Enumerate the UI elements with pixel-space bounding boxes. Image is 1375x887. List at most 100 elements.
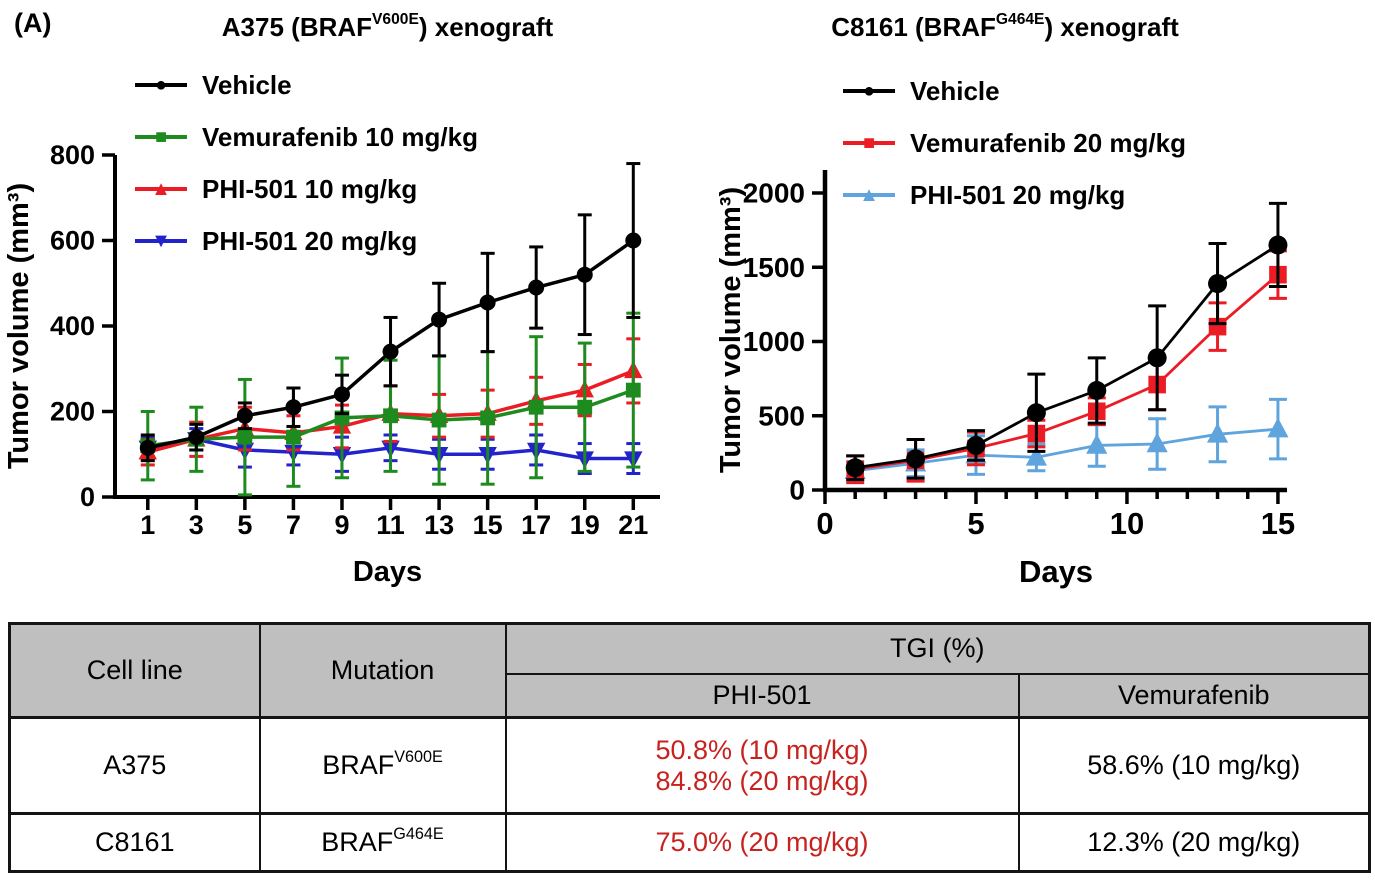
- legend-label: PHI-501 20 mg/kg: [910, 179, 1126, 210]
- legend-item-vehicle: ● Vehicle: [843, 75, 1186, 106]
- x-tick-label: 0: [816, 506, 833, 541]
- mutation-superscript: G464E: [393, 824, 444, 843]
- marker-triangle-up: [1206, 422, 1229, 443]
- legend-label: Vehicle: [202, 69, 292, 100]
- legend-item-phi501-10: ▲ PHI-501 10 mg/kg: [135, 173, 478, 204]
- legend-label: PHI-501 20 mg/kg: [202, 225, 418, 256]
- marker-triangle-up: [1267, 417, 1289, 438]
- square-marker-icon: ■: [843, 130, 895, 156]
- marker-circle: [285, 399, 302, 416]
- x-tick-label: 5: [237, 510, 252, 540]
- title-text: C8161 (BRAF: [831, 12, 996, 42]
- mutation-value: BRAFG464E: [258, 812, 507, 873]
- marker-circle: [1026, 403, 1046, 423]
- tgi-summary-table: Cell line Mutation TGI (%) PHI-501 Vemur…: [8, 622, 1371, 873]
- a375-chart-title: A375 (BRAFV600E) xenograft: [115, 11, 660, 43]
- x-tick-label: 11: [376, 510, 405, 540]
- legend-item-phi501-20: ▼ PHI-501 20 mg/kg: [135, 225, 478, 256]
- x-tick-label: 15: [1261, 506, 1295, 541]
- y-tick-label: 1000: [743, 326, 805, 357]
- marker-circle: [333, 386, 350, 403]
- x-tick-label: 1: [140, 510, 155, 540]
- legend-line: [135, 187, 187, 191]
- title-text: A375 (BRAF: [221, 12, 373, 42]
- phi501-tgi-value: 75.0% (20 mg/kg): [504, 812, 1020, 873]
- triangle-up-marker-icon: ▲: [843, 182, 895, 208]
- marker-circle: [1208, 274, 1228, 294]
- c8161-chart-title: C8161 (BRAFG464E) xenograft: [725, 11, 1285, 43]
- header-phi501: PHI-501: [504, 672, 1020, 719]
- marker-square: [577, 399, 593, 415]
- title-text: ) xenograft: [1044, 12, 1179, 42]
- legend-item-phi501-20: ▲ PHI-501 20 mg/kg: [843, 179, 1186, 210]
- header-vemurafenib: Vemurafenib: [1017, 672, 1371, 719]
- triangle-down-marker-icon: ▼: [135, 228, 187, 254]
- a375-legend: ● Vehicle ■ Vemurafenib 10 mg/kg ▲ PHI-5…: [135, 69, 478, 256]
- series-line: [854, 243, 1279, 470]
- marker-circle: [188, 429, 205, 446]
- y-tick-label: 800: [50, 140, 95, 170]
- x-tick-label: 17: [521, 510, 551, 540]
- legend-label: Vemurafenib 10 mg/kg: [202, 121, 478, 152]
- marker-circle: [139, 439, 156, 456]
- vemurafenib-tgi-value: 12.3% (20 mg/kg): [1017, 812, 1371, 873]
- legend-item-vehicle: ● Vehicle: [135, 69, 478, 100]
- marker-circle: [236, 407, 253, 424]
- mutation-gene: BRAF: [321, 827, 394, 857]
- legend-glyph: ■: [154, 126, 168, 148]
- x-tick-label: 13: [424, 510, 454, 540]
- series-line: [855, 427, 1279, 473]
- series-line: [854, 273, 1279, 471]
- legend-line: [135, 83, 187, 87]
- marker-circle: [431, 311, 448, 328]
- title-superscript: G464E: [995, 11, 1045, 29]
- legend-line: [135, 239, 187, 243]
- y-axis-title: Tumor volume (mm³): [3, 183, 35, 469]
- legend-line: [843, 89, 895, 93]
- tgi-line: 75.0% (20 mg/kg): [655, 827, 869, 857]
- marker-circle: [1147, 348, 1167, 368]
- header-tgi: TGI (%): [504, 622, 1371, 675]
- series-vehicle: [845, 201, 1288, 482]
- circle-marker-icon: ●: [135, 72, 187, 98]
- title-superscript: V600E: [372, 11, 419, 29]
- y-tick-label: 1500: [743, 252, 805, 283]
- marker-circle: [966, 435, 986, 455]
- marker-square: [237, 429, 253, 445]
- marker-circle: [906, 449, 926, 469]
- header-mutation: Mutation: [258, 622, 507, 719]
- legend-label: Vehicle: [910, 75, 1000, 106]
- marker-triangle-up: [1025, 445, 1047, 466]
- y-tick-label: 0: [789, 475, 805, 506]
- panel-label: (A): [14, 8, 52, 38]
- legend-glyph: ■: [862, 132, 876, 154]
- y-tick-label: 500: [758, 400, 805, 431]
- marker-circle: [1087, 381, 1107, 401]
- marker-circle: [528, 279, 545, 296]
- legend-item-vemurafenib-20: ■ Vemurafenib 20 mg/kg: [843, 128, 1186, 158]
- marker-triangle-up: [1086, 433, 1108, 454]
- legend-item-vemurafenib-10: ■ Vemurafenib 10 mg/kg: [135, 121, 478, 152]
- header-cell-line: Cell line: [8, 622, 261, 719]
- marker-square: [431, 412, 447, 428]
- legend-label: PHI-501 10 mg/kg: [202, 173, 418, 204]
- title-text: ) xenograft: [418, 12, 554, 42]
- triangle-up-marker-icon: ▲: [135, 176, 187, 202]
- circle-marker-icon: ●: [843, 78, 895, 104]
- phi501-tgi-value: 50.8% (10 mg/kg) 84.8% (20 mg/kg): [504, 716, 1020, 815]
- legend-glyph: ●: [154, 74, 168, 96]
- cell-line-value: C8161: [8, 812, 261, 873]
- tgi-line: 84.8% (20 mg/kg): [655, 765, 869, 796]
- marker-square: [286, 429, 301, 445]
- x-tick-label: 9: [334, 510, 349, 540]
- y-axis-title: Tumor volume (mm³): [715, 187, 747, 473]
- c8161-legend: ● Vehicle ■ Vemurafenib 20 mg/kg ▲ PHI-5…: [843, 75, 1186, 210]
- mutation-gene: BRAF: [322, 750, 395, 780]
- y-tick-label: 200: [50, 397, 95, 427]
- y-tick-label: 600: [50, 226, 95, 256]
- legend-line: [843, 193, 895, 197]
- legend-line: [843, 141, 895, 145]
- marker-circle: [382, 343, 399, 360]
- mutation-value: BRAFV600E: [258, 716, 507, 815]
- legend-glyph: ▲: [151, 178, 171, 200]
